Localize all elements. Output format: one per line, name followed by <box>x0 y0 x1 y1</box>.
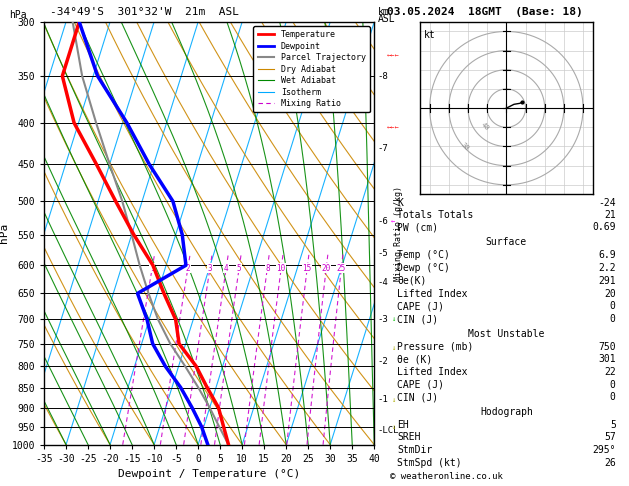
Text: hPa: hPa <box>9 10 27 19</box>
Text: 21: 21 <box>604 210 616 220</box>
Text: CIN (J): CIN (J) <box>397 314 438 324</box>
Text: © weatheronline.co.uk: © weatheronline.co.uk <box>390 472 503 481</box>
Text: EH: EH <box>397 420 409 430</box>
Text: 5: 5 <box>610 420 616 430</box>
Text: km: km <box>377 7 389 17</box>
Text: 3: 3 <box>208 264 212 273</box>
Text: ↓: ↓ <box>391 397 395 403</box>
Text: 03.05.2024  18GMT  (Base: 18): 03.05.2024 18GMT (Base: 18) <box>387 7 582 17</box>
Text: 6.9: 6.9 <box>598 250 616 260</box>
Text: 10: 10 <box>277 264 286 273</box>
Text: 0: 0 <box>610 392 616 402</box>
Text: ←←←: ←←← <box>387 124 399 130</box>
Text: Temp (°C): Temp (°C) <box>397 250 450 260</box>
Text: 0: 0 <box>610 301 616 312</box>
Text: 40: 40 <box>479 122 490 132</box>
Text: -LCL: -LCL <box>377 426 399 435</box>
Text: -8: -8 <box>377 71 388 81</box>
Text: ↓: ↓ <box>391 346 395 351</box>
Text: θe(K): θe(K) <box>397 276 426 286</box>
Text: Pressure (mb): Pressure (mb) <box>397 342 474 352</box>
Text: CIN (J): CIN (J) <box>397 392 438 402</box>
Text: 2: 2 <box>186 264 190 273</box>
Text: -2: -2 <box>377 357 388 366</box>
Text: 20: 20 <box>321 264 331 273</box>
Text: 4: 4 <box>224 264 228 273</box>
Text: CAPE (J): CAPE (J) <box>397 380 444 390</box>
Text: 20: 20 <box>604 289 616 298</box>
Text: 750: 750 <box>598 342 616 352</box>
Text: θe (K): θe (K) <box>397 354 432 364</box>
Text: Mixing Ratio (g/kg): Mixing Ratio (g/kg) <box>394 186 403 281</box>
Text: Lifted Index: Lifted Index <box>397 367 467 377</box>
Text: PW (cm): PW (cm) <box>397 222 438 232</box>
Text: 30: 30 <box>460 141 470 151</box>
Text: 291: 291 <box>598 276 616 286</box>
Text: ←←←: ←←← <box>387 52 399 58</box>
Text: Surface: Surface <box>486 237 527 247</box>
Text: -4: -4 <box>377 278 388 287</box>
Text: 301: 301 <box>598 354 616 364</box>
Text: -3: -3 <box>377 315 388 324</box>
Text: Hodograph: Hodograph <box>480 407 533 417</box>
Text: kt: kt <box>424 30 436 39</box>
Text: Totals Totals: Totals Totals <box>397 210 474 220</box>
Text: -5: -5 <box>377 249 388 258</box>
Text: ↓: ↓ <box>391 316 395 322</box>
Text: ASL: ASL <box>377 15 395 24</box>
Text: 0: 0 <box>610 380 616 390</box>
Text: -6: -6 <box>377 217 388 226</box>
Text: 25: 25 <box>337 264 346 273</box>
Y-axis label: hPa: hPa <box>0 223 9 243</box>
Text: 5: 5 <box>237 264 242 273</box>
Text: 1: 1 <box>150 264 155 273</box>
Text: StmDir: StmDir <box>397 445 432 455</box>
Text: Dewp (°C): Dewp (°C) <box>397 263 450 273</box>
Text: 2.2: 2.2 <box>598 263 616 273</box>
Text: -1: -1 <box>377 395 388 404</box>
Text: 57: 57 <box>604 433 616 442</box>
Text: 0.69: 0.69 <box>593 222 616 232</box>
Text: ↓: ↓ <box>391 424 395 430</box>
Text: 295°: 295° <box>593 445 616 455</box>
Text: -24: -24 <box>598 198 616 208</box>
X-axis label: Dewpoint / Temperature (°C): Dewpoint / Temperature (°C) <box>118 469 300 479</box>
Text: 0: 0 <box>610 314 616 324</box>
Legend: Temperature, Dewpoint, Parcel Trajectory, Dry Adiabat, Wet Adiabat, Isotherm, Mi: Temperature, Dewpoint, Parcel Trajectory… <box>253 26 370 112</box>
Text: Most Unstable: Most Unstable <box>468 330 545 339</box>
Text: 22: 22 <box>604 367 616 377</box>
Text: 26: 26 <box>604 458 616 468</box>
Text: Lifted Index: Lifted Index <box>397 289 467 298</box>
Text: -34°49'S  301°32'W  21m  ASL: -34°49'S 301°32'W 21m ASL <box>50 7 239 17</box>
Text: SREH: SREH <box>397 433 420 442</box>
Text: 15: 15 <box>303 264 312 273</box>
Text: CAPE (J): CAPE (J) <box>397 301 444 312</box>
Text: StmSpd (kt): StmSpd (kt) <box>397 458 462 468</box>
Text: ←: ← <box>391 219 395 225</box>
Text: -7: -7 <box>377 144 388 153</box>
Text: K: K <box>397 198 403 208</box>
Text: 8: 8 <box>265 264 270 273</box>
